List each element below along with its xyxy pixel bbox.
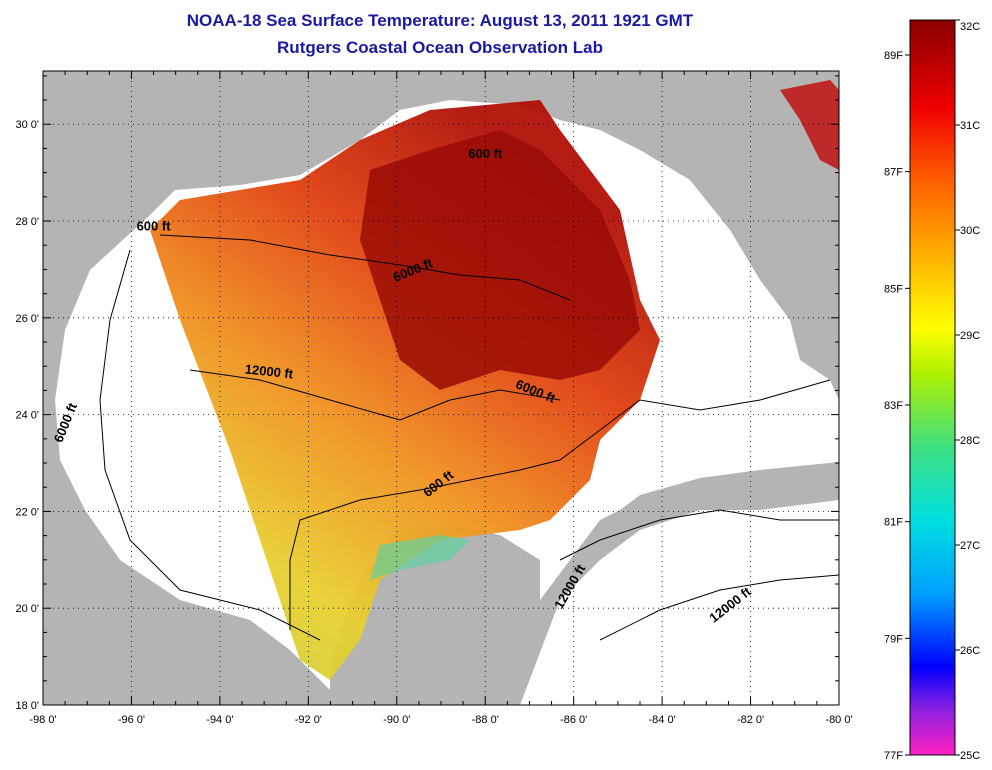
colorbar-labels: 32C 31C 30C 29C 28C 27C 26C 25C 89F 87F 85F 83F 81F 7… <box>884 19 980 762</box>
y-tick-label: 20 0' <box>15 603 39 615</box>
y-tick-label: 28 0' <box>15 216 39 228</box>
contour-label: 600 ft <box>137 219 172 234</box>
celsius-label: 28C <box>960 435 980 447</box>
cuba <box>600 462 839 535</box>
y-tick-label: 24 0' <box>15 410 39 422</box>
fahrenheit-label: 77F <box>884 750 903 762</box>
x-tick-label: -94 0' <box>206 714 233 726</box>
florida <box>760 110 839 380</box>
coordinate-grid <box>43 71 839 705</box>
contour-line <box>189 369 561 421</box>
fahrenheit-label: 85F <box>884 283 903 295</box>
contour-line <box>559 509 839 561</box>
axis-ticks: -98 0' -96 0' -94 0' -92 0' -90 0' -88 0' -86 … <box>15 71 853 726</box>
warm-core <box>360 130 640 390</box>
cool-fringe <box>370 535 470 580</box>
map-title: NOAA-18 Sea Surface Temperature: August … <box>186 11 694 30</box>
y-tick-label: 30 0' <box>15 119 39 131</box>
y-tick-label: 18 0' <box>15 700 39 712</box>
celsius-label: 26C <box>960 645 980 657</box>
y-tick-label: 26 0' <box>15 313 39 325</box>
contour-label: 12000 ft <box>244 361 294 381</box>
celsius-label: 25C <box>960 750 980 762</box>
fahrenheit-label: 79F <box>884 633 903 645</box>
fahrenheit-label: 87F <box>884 167 903 179</box>
x-tick-label: -80 0' <box>825 714 852 726</box>
y-tick-label: 22 0' <box>15 506 39 518</box>
map-subtitle: Rutgers Coastal Ocean Observation Lab <box>277 38 603 57</box>
gulf-stream <box>780 80 839 170</box>
x-tick-label: -92 0' <box>295 714 322 726</box>
fahrenheit-label: 81F <box>884 517 903 529</box>
contour-line <box>599 574 839 641</box>
caribbean-sea <box>520 500 839 705</box>
map-frame <box>42 70 840 706</box>
x-tick-label: -98 0' <box>29 714 56 726</box>
contour-label: 600 ft <box>468 146 503 161</box>
x-tick-label: -96 0' <box>118 714 145 726</box>
x-tick-label: -90 0' <box>383 714 410 726</box>
celsius-label: 27C <box>960 540 980 552</box>
contour-line <box>99 249 321 641</box>
celsius-label: 30C <box>960 225 980 237</box>
celsius-label: 29C <box>960 330 980 342</box>
x-tick-label: -84 0' <box>649 714 676 726</box>
fahrenheit-label: 89F <box>884 50 903 62</box>
x-tick-label: -88 0' <box>472 714 499 726</box>
celsius-label: 32C <box>960 21 980 33</box>
contour-line <box>159 234 571 301</box>
x-tick-label: -86 0' <box>560 714 587 726</box>
celsius-label: 31C <box>960 120 980 132</box>
colorbar <box>909 19 956 756</box>
fahrenheit-label: 83F <box>884 400 903 412</box>
x-tick-label: -82 0' <box>737 714 764 726</box>
contour-line <box>289 379 831 630</box>
